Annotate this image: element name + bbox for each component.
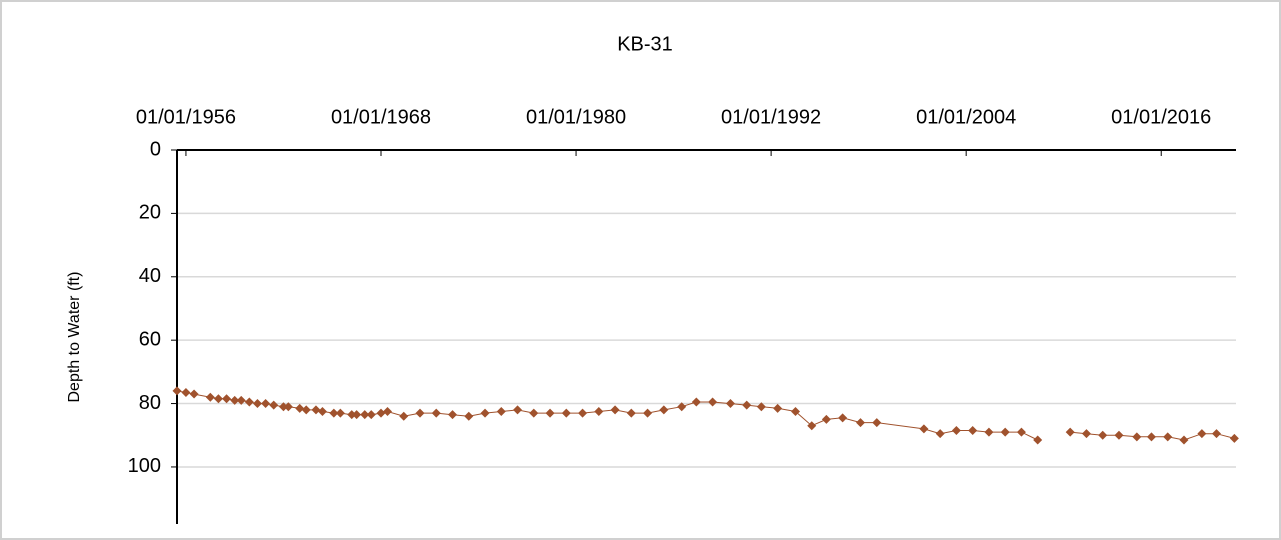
- y-tick-label: 0: [150, 138, 161, 160]
- data-point: [301, 405, 311, 415]
- data-point: [261, 399, 271, 409]
- data-point: [838, 413, 848, 423]
- data-point: [1146, 432, 1156, 442]
- data-point: [856, 418, 866, 428]
- data-point: [821, 414, 831, 424]
- data-point: [1016, 427, 1026, 437]
- x-tick-label: 01/01/1980: [526, 106, 626, 128]
- y-tick-label: 40: [139, 265, 161, 287]
- data-point: [366, 410, 376, 420]
- data-point: [610, 405, 620, 415]
- data-point: [244, 397, 254, 407]
- data-point: [1229, 433, 1239, 443]
- data-point: [295, 403, 305, 413]
- data-point: [347, 410, 357, 420]
- data-point: [376, 408, 386, 418]
- data-point: [725, 399, 735, 409]
- data-point: [464, 411, 474, 421]
- data-point: [1179, 435, 1189, 445]
- data-point: [236, 395, 246, 405]
- data-point: [984, 427, 994, 437]
- data-point: [790, 406, 800, 416]
- data-point: [352, 410, 362, 420]
- y-tick-label: 80: [139, 392, 161, 414]
- data-point: [1132, 432, 1142, 442]
- data-point: [360, 410, 370, 420]
- data-point: [919, 424, 929, 434]
- x-tick-label: 01/01/1968: [331, 106, 431, 128]
- data-point: [1211, 429, 1221, 439]
- data-point: [1065, 427, 1075, 437]
- data-point: [708, 397, 718, 407]
- data-point: [311, 405, 321, 415]
- data-point: [756, 402, 766, 412]
- data-point: [659, 405, 669, 415]
- data-point: [529, 408, 539, 418]
- data-point: [807, 421, 817, 431]
- y-tick-label: 20: [139, 202, 161, 224]
- data-point: [431, 408, 441, 418]
- data-point: [278, 402, 288, 412]
- x-tick-label: 01/01/2004: [916, 106, 1016, 128]
- data-point: [951, 426, 961, 435]
- data-point: [496, 406, 506, 416]
- data-point: [205, 392, 215, 402]
- data-point: [626, 408, 636, 418]
- data-point: [1114, 430, 1124, 440]
- data-point: [1163, 432, 1173, 442]
- data-point: [382, 406, 392, 416]
- data-point: [317, 406, 327, 416]
- data-point: [181, 387, 191, 397]
- y-tick-label: 100: [128, 455, 161, 477]
- data-point: [773, 403, 783, 413]
- data-point: [172, 386, 182, 396]
- data-point: [594, 406, 604, 416]
- data-point: [189, 389, 199, 399]
- data-point: [643, 408, 653, 418]
- data-point: [269, 400, 279, 410]
- data-point: [1033, 435, 1043, 445]
- data-point: [935, 429, 945, 439]
- data-point: [872, 418, 882, 428]
- data-point: [1197, 429, 1207, 439]
- data-point: [213, 394, 223, 404]
- chart-title: KB-31: [617, 33, 673, 55]
- data-point: [415, 408, 425, 418]
- data-point: [578, 408, 588, 418]
- data-point: [448, 410, 458, 420]
- data-point: [480, 408, 490, 418]
- data-point: [329, 408, 339, 418]
- data-point: [230, 395, 240, 405]
- data-point: [742, 400, 752, 410]
- data-point: [222, 394, 232, 404]
- data-point: [283, 402, 293, 412]
- data-point: [545, 408, 555, 418]
- x-tick-label: 01/01/1992: [721, 106, 821, 128]
- data-point: [399, 411, 409, 421]
- data-point: [1081, 429, 1091, 439]
- data-point: [691, 397, 701, 407]
- y-tick-label: 60: [139, 328, 161, 350]
- y-axis-label: Depth to Water (ft): [66, 272, 83, 403]
- x-tick-label: 01/01/1956: [136, 106, 236, 128]
- data-point: [561, 408, 571, 418]
- x-tick-label: 01/01/2016: [1111, 106, 1211, 128]
- data-point: [335, 408, 345, 418]
- data-point: [677, 402, 687, 412]
- data-point: [968, 426, 978, 435]
- data-point: [1000, 427, 1010, 437]
- data-point: [513, 405, 523, 415]
- data-point: [1098, 430, 1108, 440]
- data-point: [252, 399, 262, 409]
